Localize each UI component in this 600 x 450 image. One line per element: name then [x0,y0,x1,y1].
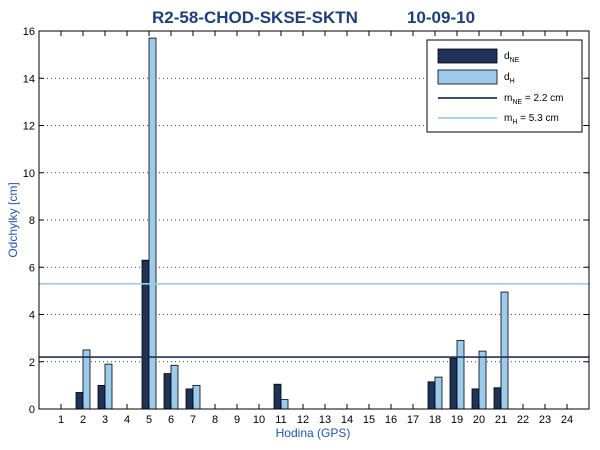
y-tick-label: 10 [23,168,35,180]
x-tick-label: 12 [297,414,309,426]
x-tick-label: 20 [473,414,485,426]
x-tick-label: 19 [451,414,463,426]
legend-label: dH [504,72,515,85]
bar-d-h [192,384,201,410]
y-tick-label: 2 [29,357,35,369]
y-tick-label: 4 [29,310,35,322]
x-tick-label: 16 [385,414,397,426]
x-tick-label: 9 [234,414,240,426]
x-tick-label: 4 [124,414,130,426]
bar-d-ne [141,259,150,410]
legend-label: dNE [504,51,520,64]
bar-d-ne [273,383,282,410]
bar-d-ne [97,384,106,410]
x-tick-label: 5 [146,414,152,426]
x-tick-label: 22 [517,414,529,426]
x-tick-label: 8 [212,414,218,426]
legend-label-main: m [504,113,512,124]
chart-date: 10-09-10 [407,8,475,27]
bar-d-h [434,376,443,410]
bar-d-h [280,399,289,410]
legend-label-sub: NE [512,99,522,106]
bar-d-h [170,364,179,410]
legend-label-main: m [504,93,512,104]
x-tick-label: 15 [363,414,375,426]
bar-d-h [456,340,465,410]
x-tick-label: 7 [190,414,196,426]
legend-label-sub: H [512,119,517,126]
bar-d-h [104,363,113,410]
x-tick-label: 11 [275,414,286,426]
bar-d-ne [427,381,436,410]
x-tick-label: 13 [319,414,331,426]
bar-d-ne [449,357,458,410]
y-tick-label: 6 [29,262,35,274]
legend-label: mH = 5.3 cm [504,113,559,126]
x-tick-label: 1 [58,414,64,426]
x-tick-label: 3 [102,414,108,426]
chart-title: R2-58-CHOD-SKSE-SKTN [152,8,358,27]
bar-d-ne [185,388,194,410]
legend-label-sub: NE [510,57,520,64]
y-tick-label: 8 [29,215,35,227]
x-axis-ticks: 1 2 3 4 5 6 7 8 9 10 11 12 13 14 15 16 17 18 19 20 21 22 23 24 [58,31,573,426]
bar-d-ne [163,373,172,410]
legend-swatch [437,48,498,64]
y-axis-ticks: 0 2 4 6 8 10 12 14 16 [23,26,589,416]
y-tick-label: 16 [23,26,35,38]
y-tick-label: 14 [23,73,35,85]
legend-label-sub: H [510,78,515,85]
legend-label-suffix: = 2.2 cm [522,93,563,104]
y-axis-label: Odchylky [cm] [6,182,20,257]
reference-lines [39,282,589,358]
x-tick-label: 14 [341,414,353,426]
x-tick-label: 10 [253,414,265,426]
x-tick-label: 2 [80,414,86,426]
legend-label-suffix: = 5.3 cm [517,113,558,124]
x-tick-label: 17 [407,414,419,426]
bar-d-h [82,349,91,410]
x-axis-label: Hodina (GPS) [276,426,351,440]
x-tick-label: 23 [539,414,551,426]
bar-d-ne [471,388,480,410]
y-tick-label: 12 [23,121,35,133]
bars-group [75,37,509,410]
x-tick-label: 21 [495,414,507,426]
y-tick-label: 0 [29,404,35,416]
legend-label-main: d [504,72,510,83]
bar-d-h [148,37,157,410]
legend-swatch [437,69,498,85]
x-tick-label: 18 [429,414,441,426]
x-tick-label: 24 [561,414,573,426]
x-tick-label: 6 [168,414,174,426]
bar-d-ne [75,392,84,410]
bar-d-h [478,350,487,410]
legend-label: mNE = 2.2 cm [504,93,563,106]
bar-d-ne [493,387,502,410]
bar-d-h [500,291,509,410]
legend-label-main: d [504,51,510,62]
